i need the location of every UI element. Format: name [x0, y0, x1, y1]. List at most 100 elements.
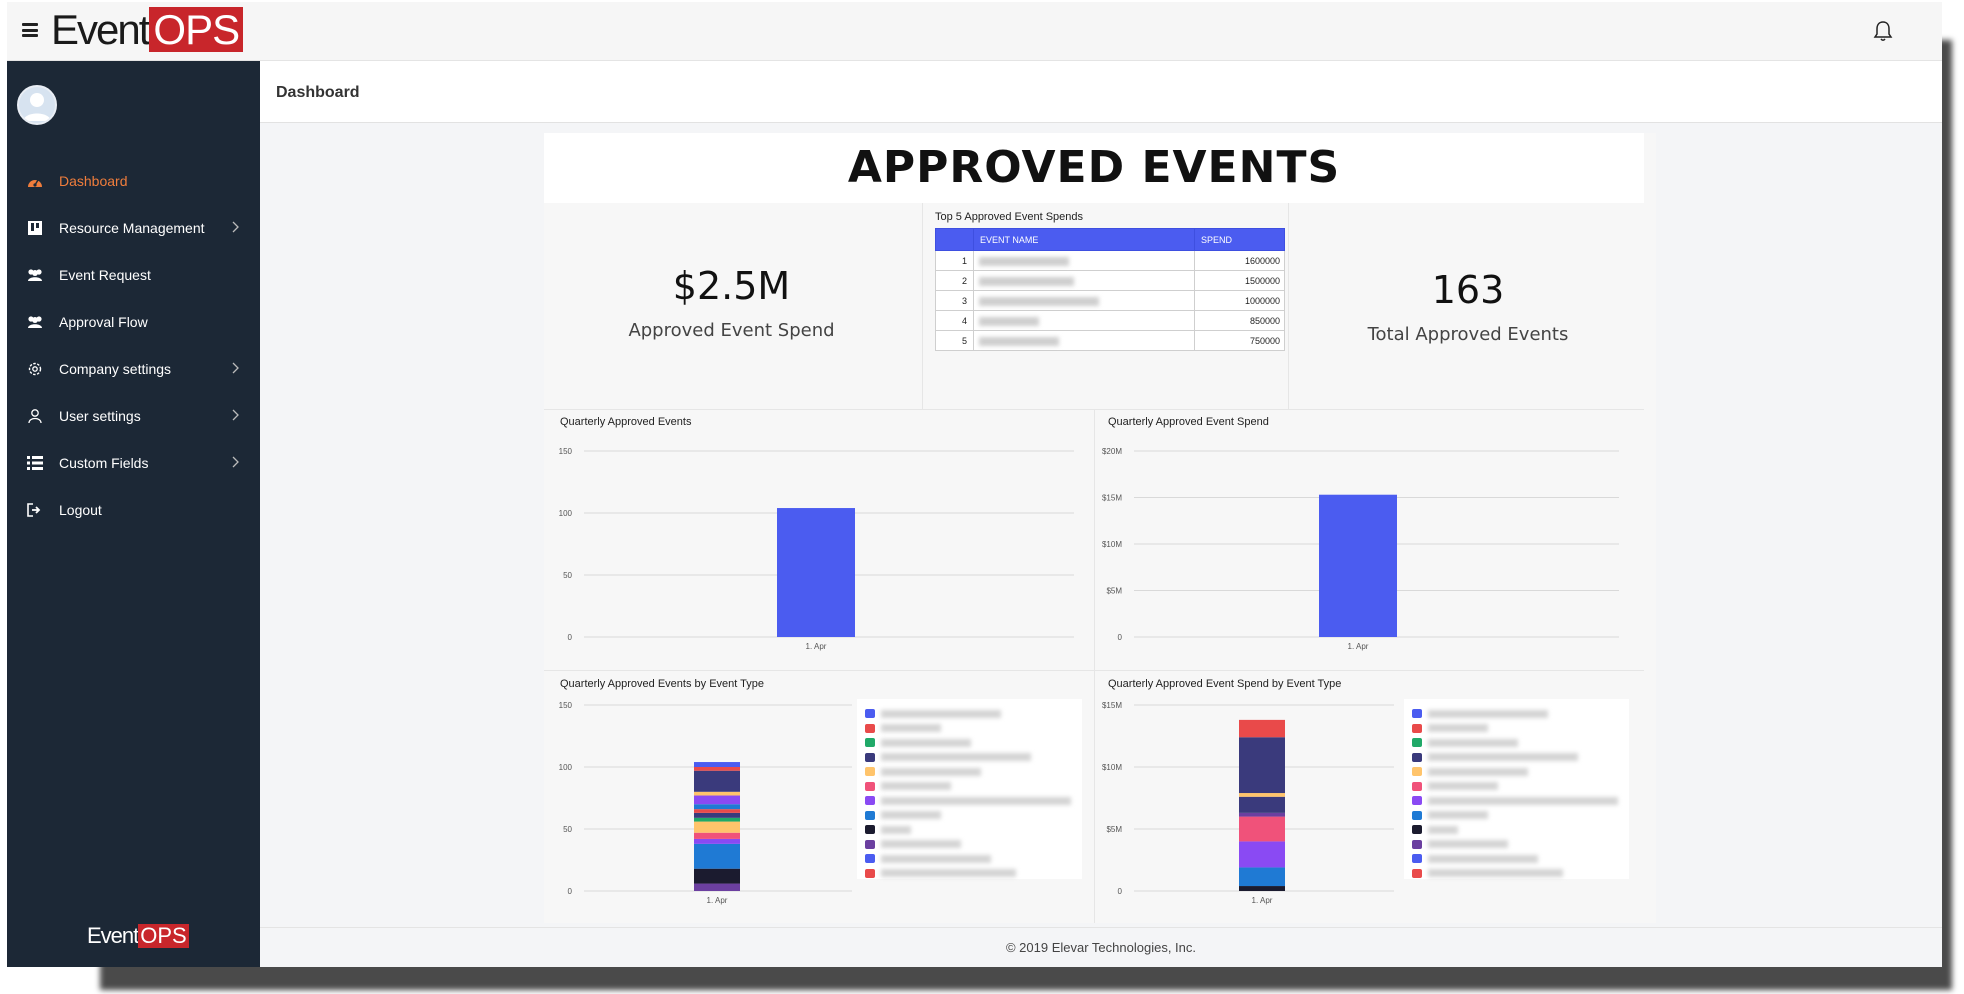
y-tick-label: $10M	[1102, 763, 1122, 772]
logo-ops-text: OPS	[149, 7, 244, 52]
chart-title-events-by-type: Quarterly Approved Events by Event Type	[560, 678, 765, 690]
hamburger-menu-icon[interactable]	[22, 23, 38, 37]
stacked-bar-segment[interactable]	[694, 804, 740, 810]
stacked-bar-segment[interactable]	[1239, 719, 1285, 738]
legend-swatch	[865, 839, 875, 849]
chevron-right-icon	[232, 362, 239, 374]
top5-event-name-redacted	[973, 310, 1195, 331]
stacked-bar-segment[interactable]	[1239, 796, 1285, 813]
app-logo[interactable]: Event OPS	[51, 6, 244, 53]
legend-swatch	[1412, 767, 1422, 776]
legend-item[interactable]	[1412, 738, 1518, 747]
avatar[interactable]	[17, 85, 57, 125]
legend-swatch	[1412, 781, 1422, 791]
legend-swatch	[865, 752, 875, 762]
legend-item[interactable]	[1412, 796, 1618, 805]
sidebar-logo-ops: OPS	[138, 923, 189, 948]
sidebar-item-resource-management[interactable]: Resource Management	[7, 204, 260, 251]
stacked-bar-segment[interactable]	[1239, 793, 1285, 797]
legend-item[interactable]	[865, 781, 951, 791]
stacked-bar-segment[interactable]	[694, 762, 740, 767]
stacked-bar-segment[interactable]	[694, 812, 740, 818]
legend-item[interactable]	[865, 810, 941, 820]
legend-item[interactable]	[1412, 752, 1578, 762]
stacked-bar-segment[interactable]	[1239, 886, 1285, 891]
legend-item[interactable]	[1412, 810, 1488, 820]
stacked-bar-segment[interactable]	[1239, 867, 1285, 887]
sidebar-logo: Event OPS	[87, 923, 189, 949]
legend-item[interactable]	[865, 709, 1001, 718]
legend-item[interactable]	[865, 752, 1031, 762]
stacked-bar-segment[interactable]	[694, 868, 740, 884]
sidebar-logo-event: Event	[87, 923, 139, 948]
stacked-bar-segment[interactable]	[694, 767, 740, 771]
top5-rank: 2	[935, 270, 974, 291]
stacked-bar-segment[interactable]	[694, 832, 740, 839]
y-tick-label: 50	[563, 571, 572, 580]
sidebar: Dashboard Resource Management Event Reques…	[7, 61, 260, 967]
stacked-bar-segment[interactable]	[694, 809, 740, 813]
sidebar-item-event-request[interactable]: Event Request	[7, 251, 260, 298]
report-canvas: APPROVED EVENTS $2.5M Approved Event Spe…	[544, 133, 1656, 923]
legend-item[interactable]	[865, 825, 911, 834]
sidebar-item-logout[interactable]: Logout	[7, 486, 260, 533]
stacked-bar-segment[interactable]	[694, 791, 740, 796]
sidebar-item-user-settings[interactable]: User settings	[7, 392, 260, 439]
top5-header-event-name[interactable]: EVENT NAME	[973, 228, 1195, 251]
legend-item[interactable]	[865, 839, 961, 849]
sidebar-item-dashboard[interactable]: Dashboard	[7, 157, 260, 204]
stacked-bar-segment[interactable]	[694, 821, 740, 833]
legend-item[interactable]	[1412, 767, 1528, 776]
legend-label-redacted	[1428, 796, 1618, 805]
legend-swatch	[1412, 825, 1422, 834]
legend-item[interactable]	[865, 723, 941, 733]
legend-item[interactable]	[1412, 723, 1488, 733]
chart-title-quarterly-events: Quarterly Approved Events	[560, 416, 692, 428]
legend-item[interactable]	[1412, 709, 1548, 718]
logout-icon	[25, 501, 45, 519]
legend-item[interactable]	[865, 738, 971, 747]
legend-label-redacted	[1428, 825, 1458, 834]
bell-icon[interactable]	[1873, 20, 1893, 42]
chart-spend-by-type: 0 $5M $10M $15M 1. Apr	[1102, 701, 1394, 905]
legend-label-redacted	[1428, 738, 1518, 747]
stacked-bar-segment[interactable]	[1239, 816, 1285, 842]
stacked-bar-segment[interactable]	[694, 770, 740, 792]
legend-swatch	[865, 796, 875, 805]
bar[interactable]	[1319, 494, 1397, 637]
chevron-right-icon	[232, 456, 239, 468]
legend-item[interactable]	[865, 868, 1016, 878]
stacked-bar-segment[interactable]	[1239, 812, 1285, 817]
top5-header-spend[interactable]: SPEND	[1194, 228, 1285, 251]
user-avatar-icon	[23, 93, 51, 121]
legend-item[interactable]	[1412, 839, 1508, 849]
bar[interactable]	[777, 508, 855, 637]
stacked-bar-segment[interactable]	[1239, 737, 1285, 794]
kpi-spend-value: $2.5M	[672, 264, 791, 308]
legend-label-redacted	[1428, 782, 1498, 790]
stacked-bar-segment[interactable]	[694, 843, 740, 869]
legend-item[interactable]	[1412, 854, 1538, 863]
sidebar-item-custom-fields[interactable]: Custom Fields	[7, 439, 260, 486]
legend-item[interactable]	[1412, 868, 1563, 878]
legend-swatch	[1412, 723, 1422, 733]
kpi-approved-spend: $2.5M Approved Event Spend	[544, 264, 919, 341]
stacked-bar-segment[interactable]	[694, 883, 740, 891]
y-tick-label: 0	[568, 633, 573, 642]
stacked-bar-segment[interactable]	[694, 817, 740, 822]
stacked-bar-segment[interactable]	[694, 838, 740, 844]
legend-item[interactable]	[865, 767, 981, 776]
top5-event-name-redacted	[973, 250, 1195, 271]
y-tick-label: 100	[559, 509, 573, 518]
legend-item[interactable]	[865, 854, 991, 863]
sidebar-item-approval-flow[interactable]: Approval Flow	[7, 298, 260, 345]
legend-item[interactable]	[865, 796, 1071, 805]
legend-item[interactable]	[1412, 781, 1498, 791]
stacked-bar-segment[interactable]	[1239, 841, 1285, 868]
stacked-bar-segment[interactable]	[694, 795, 740, 805]
legend-swatch	[865, 767, 875, 776]
board-icon	[25, 219, 45, 237]
user-icon	[25, 407, 45, 425]
legend-item[interactable]	[1412, 825, 1458, 834]
sidebar-item-company-settings[interactable]: Company settings	[7, 345, 260, 392]
